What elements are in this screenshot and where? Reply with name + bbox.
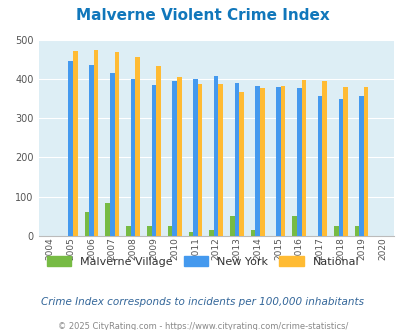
- Bar: [94, 50, 98, 236]
- Bar: [239, 92, 243, 236]
- Bar: [259, 88, 264, 236]
- Bar: [126, 226, 130, 236]
- Bar: [209, 230, 213, 236]
- Bar: [275, 87, 280, 236]
- Bar: [85, 213, 89, 236]
- Legend: Malverne Village, New York, National: Malverne Village, New York, National: [47, 256, 358, 267]
- Bar: [213, 76, 218, 236]
- Bar: [172, 81, 177, 236]
- Bar: [358, 96, 363, 236]
- Bar: [280, 85, 285, 236]
- Text: Crime Index corresponds to incidents per 100,000 inhabitants: Crime Index corresponds to incidents per…: [41, 297, 364, 307]
- Bar: [193, 79, 197, 236]
- Bar: [322, 81, 326, 236]
- Bar: [292, 215, 296, 236]
- Text: © 2025 CityRating.com - https://www.cityrating.com/crime-statistics/: © 2025 CityRating.com - https://www.city…: [58, 322, 347, 330]
- Bar: [333, 226, 338, 236]
- Bar: [130, 79, 135, 236]
- Bar: [338, 99, 342, 236]
- Bar: [156, 66, 160, 236]
- Bar: [188, 232, 193, 236]
- Bar: [89, 65, 94, 236]
- Bar: [135, 57, 140, 236]
- Bar: [250, 230, 255, 236]
- Bar: [177, 77, 181, 236]
- Bar: [255, 85, 259, 236]
- Bar: [147, 226, 151, 236]
- Bar: [234, 83, 239, 236]
- Bar: [105, 203, 110, 236]
- Bar: [301, 80, 305, 236]
- Bar: [354, 226, 358, 236]
- Bar: [167, 226, 172, 236]
- Bar: [363, 87, 368, 236]
- Bar: [114, 52, 119, 236]
- Bar: [73, 51, 77, 236]
- Bar: [197, 83, 202, 236]
- Bar: [68, 61, 73, 236]
- Bar: [317, 96, 322, 236]
- Bar: [110, 73, 114, 236]
- Bar: [230, 215, 234, 236]
- Bar: [151, 85, 156, 236]
- Bar: [218, 84, 222, 236]
- Bar: [296, 88, 301, 236]
- Text: Malverne Violent Crime Index: Malverne Violent Crime Index: [76, 8, 329, 23]
- Bar: [342, 87, 347, 236]
